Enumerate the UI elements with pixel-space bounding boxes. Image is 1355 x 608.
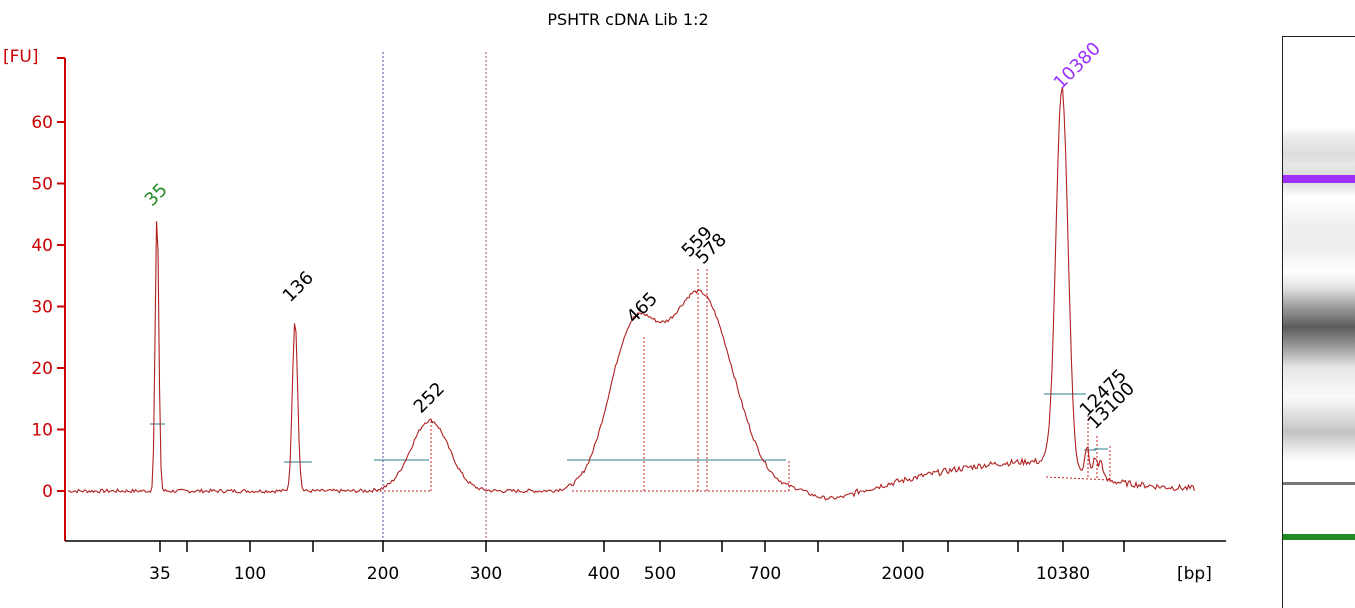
- gel-upper-marker-band: [1283, 175, 1355, 183]
- y-tick-label: 50: [31, 175, 53, 195]
- y-tick-label: 30: [31, 298, 53, 318]
- trace-layer: [67, 86, 1196, 501]
- trace-line: [67, 86, 1196, 501]
- x-tick-label: 2000: [881, 564, 924, 584]
- x-tick-label: 100: [234, 564, 266, 584]
- x-tick-label: 10380: [1036, 564, 1090, 584]
- axes: 0 10 20 30 40 50 60 35 100 200 300 400 500 700 2000 103…: [31, 57, 1226, 584]
- gel-lane: [1283, 37, 1355, 608]
- gel-band: [1283, 482, 1355, 485]
- peak-label: 35: [141, 179, 172, 210]
- y-tick-label: 20: [31, 359, 53, 379]
- x-tick-label: 35: [149, 564, 171, 584]
- x-tick-label: 200: [367, 564, 399, 584]
- y-tick-label: 40: [31, 236, 53, 256]
- peak-fit-line: [572, 268, 790, 492]
- y-tick-label: 60: [31, 113, 53, 133]
- electropherogram-chart: PSHTR cDNA Lib 1:2 [FU] [bp] 0 10 20 30 40 50…: [3, 10, 1226, 584]
- peak-label: 10380: [1050, 38, 1105, 93]
- peak-fit-line: [1045, 414, 1111, 481]
- peak-label: 252: [410, 378, 449, 417]
- peak-fit-lines: [150, 268, 1111, 492]
- x-tick-label: 300: [470, 564, 502, 584]
- peak-fit-line: [376, 420, 432, 492]
- x-tick-label: 700: [749, 564, 781, 584]
- x-axis-label: [bp]: [1177, 564, 1212, 584]
- region-markers: [382, 52, 487, 541]
- gel-image: [1282, 36, 1355, 608]
- chart-title: PSHTR cDNA Lib 1:2: [547, 10, 708, 29]
- x-tick-label: 500: [644, 564, 676, 584]
- y-axis-label: [FU]: [3, 47, 39, 67]
- x-tick-label: 400: [588, 564, 620, 584]
- peak-label: 136: [279, 267, 318, 306]
- y-tick-label: 10: [31, 421, 53, 441]
- y-tick-label: 0: [42, 482, 53, 502]
- gel-lower-marker-band: [1283, 534, 1355, 540]
